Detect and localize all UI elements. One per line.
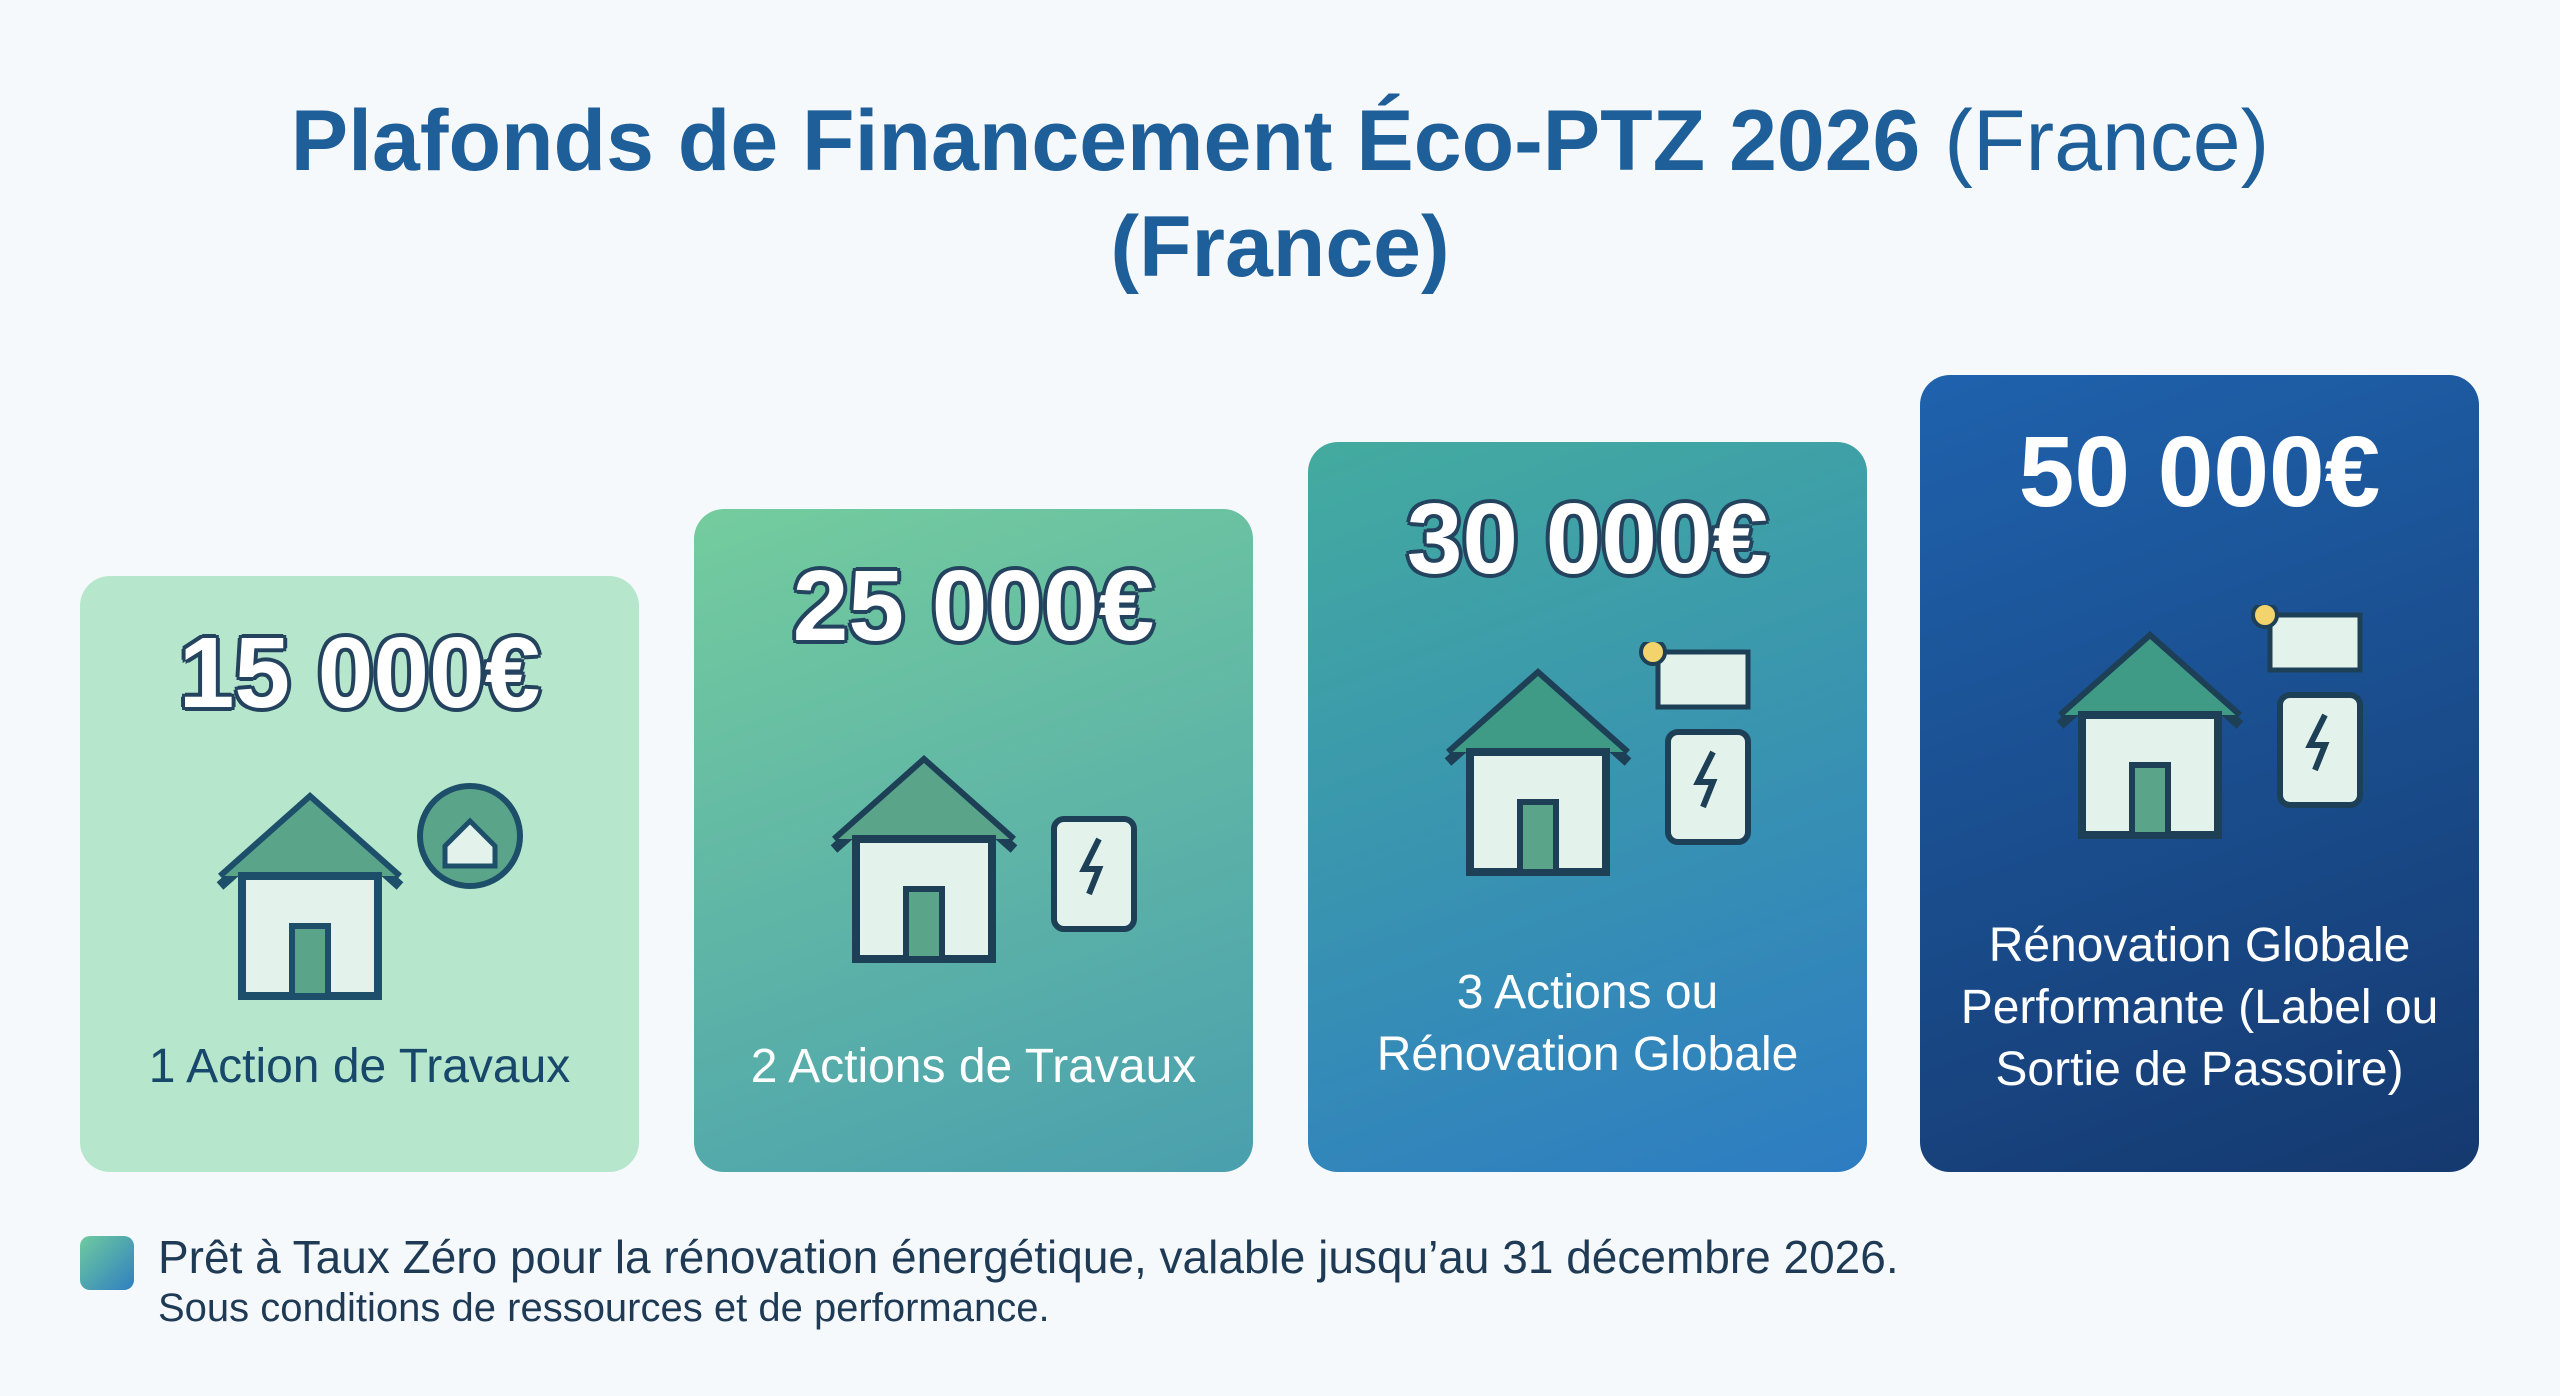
icon-shape [1446,667,1630,755]
title-suffix: (France) [1944,93,2270,189]
title-main: Plafonds de Financement Éco-PTZ 2026 [290,93,1921,189]
card-label: Rénovation Globale Performante (Label ou… [1960,919,2439,1096]
icon-shape [1693,750,1718,809]
footer-note: Sous conditions de ressources et de perf… [158,1286,1050,1330]
footer-text: Prêt à Taux Zéro pour la rénovation éner… [158,1231,1899,1283]
card: 15 000€ 1 Action de Travaux [80,576,639,1172]
amount: 25 000€ [792,550,1155,662]
icon [2056,605,2363,839]
card: 30 000€ 3 Actions ou Rénovation Globale [1308,442,1867,1172]
icon-shape [903,886,945,962]
icon-shape [442,817,498,869]
legend-swatch [80,1236,134,1290]
amount: 50 000€ [2018,416,2381,528]
icon-shape [832,754,1016,842]
card: 50 000€ Rénovation Globale Performante (… [1920,375,2479,1172]
title-line2: (France) [1110,199,1450,295]
icon-shape [2267,612,2363,673]
card-label: 3 Actions ou Rénovation Globale [1376,966,1799,1081]
card: 25 000€ 2 Actions de Travaux [694,509,1253,1172]
icon-shape [2058,630,2242,718]
icon-shape [1639,642,1667,666]
icon [216,783,523,1000]
icon-shape [2305,713,2330,772]
icon-shape [289,923,331,999]
icon-shape [1517,799,1559,875]
icon-shape [218,791,402,879]
amount: 30 000€ [1406,483,1769,595]
icon-shape [1079,837,1104,896]
card-label: 1 Action de Travaux [148,1040,571,1093]
amount: 15 000€ [178,617,541,729]
icon-shape [2129,762,2171,838]
icon [1444,642,1751,876]
title: Plafonds de Financement Éco-PTZ 2026 (Fr… [0,92,2560,191]
icon-shape [2251,605,2279,629]
icon-shape [1655,649,1751,710]
icon [830,754,1137,963]
card-label: 2 Actions de Travaux [750,1040,1197,1093]
